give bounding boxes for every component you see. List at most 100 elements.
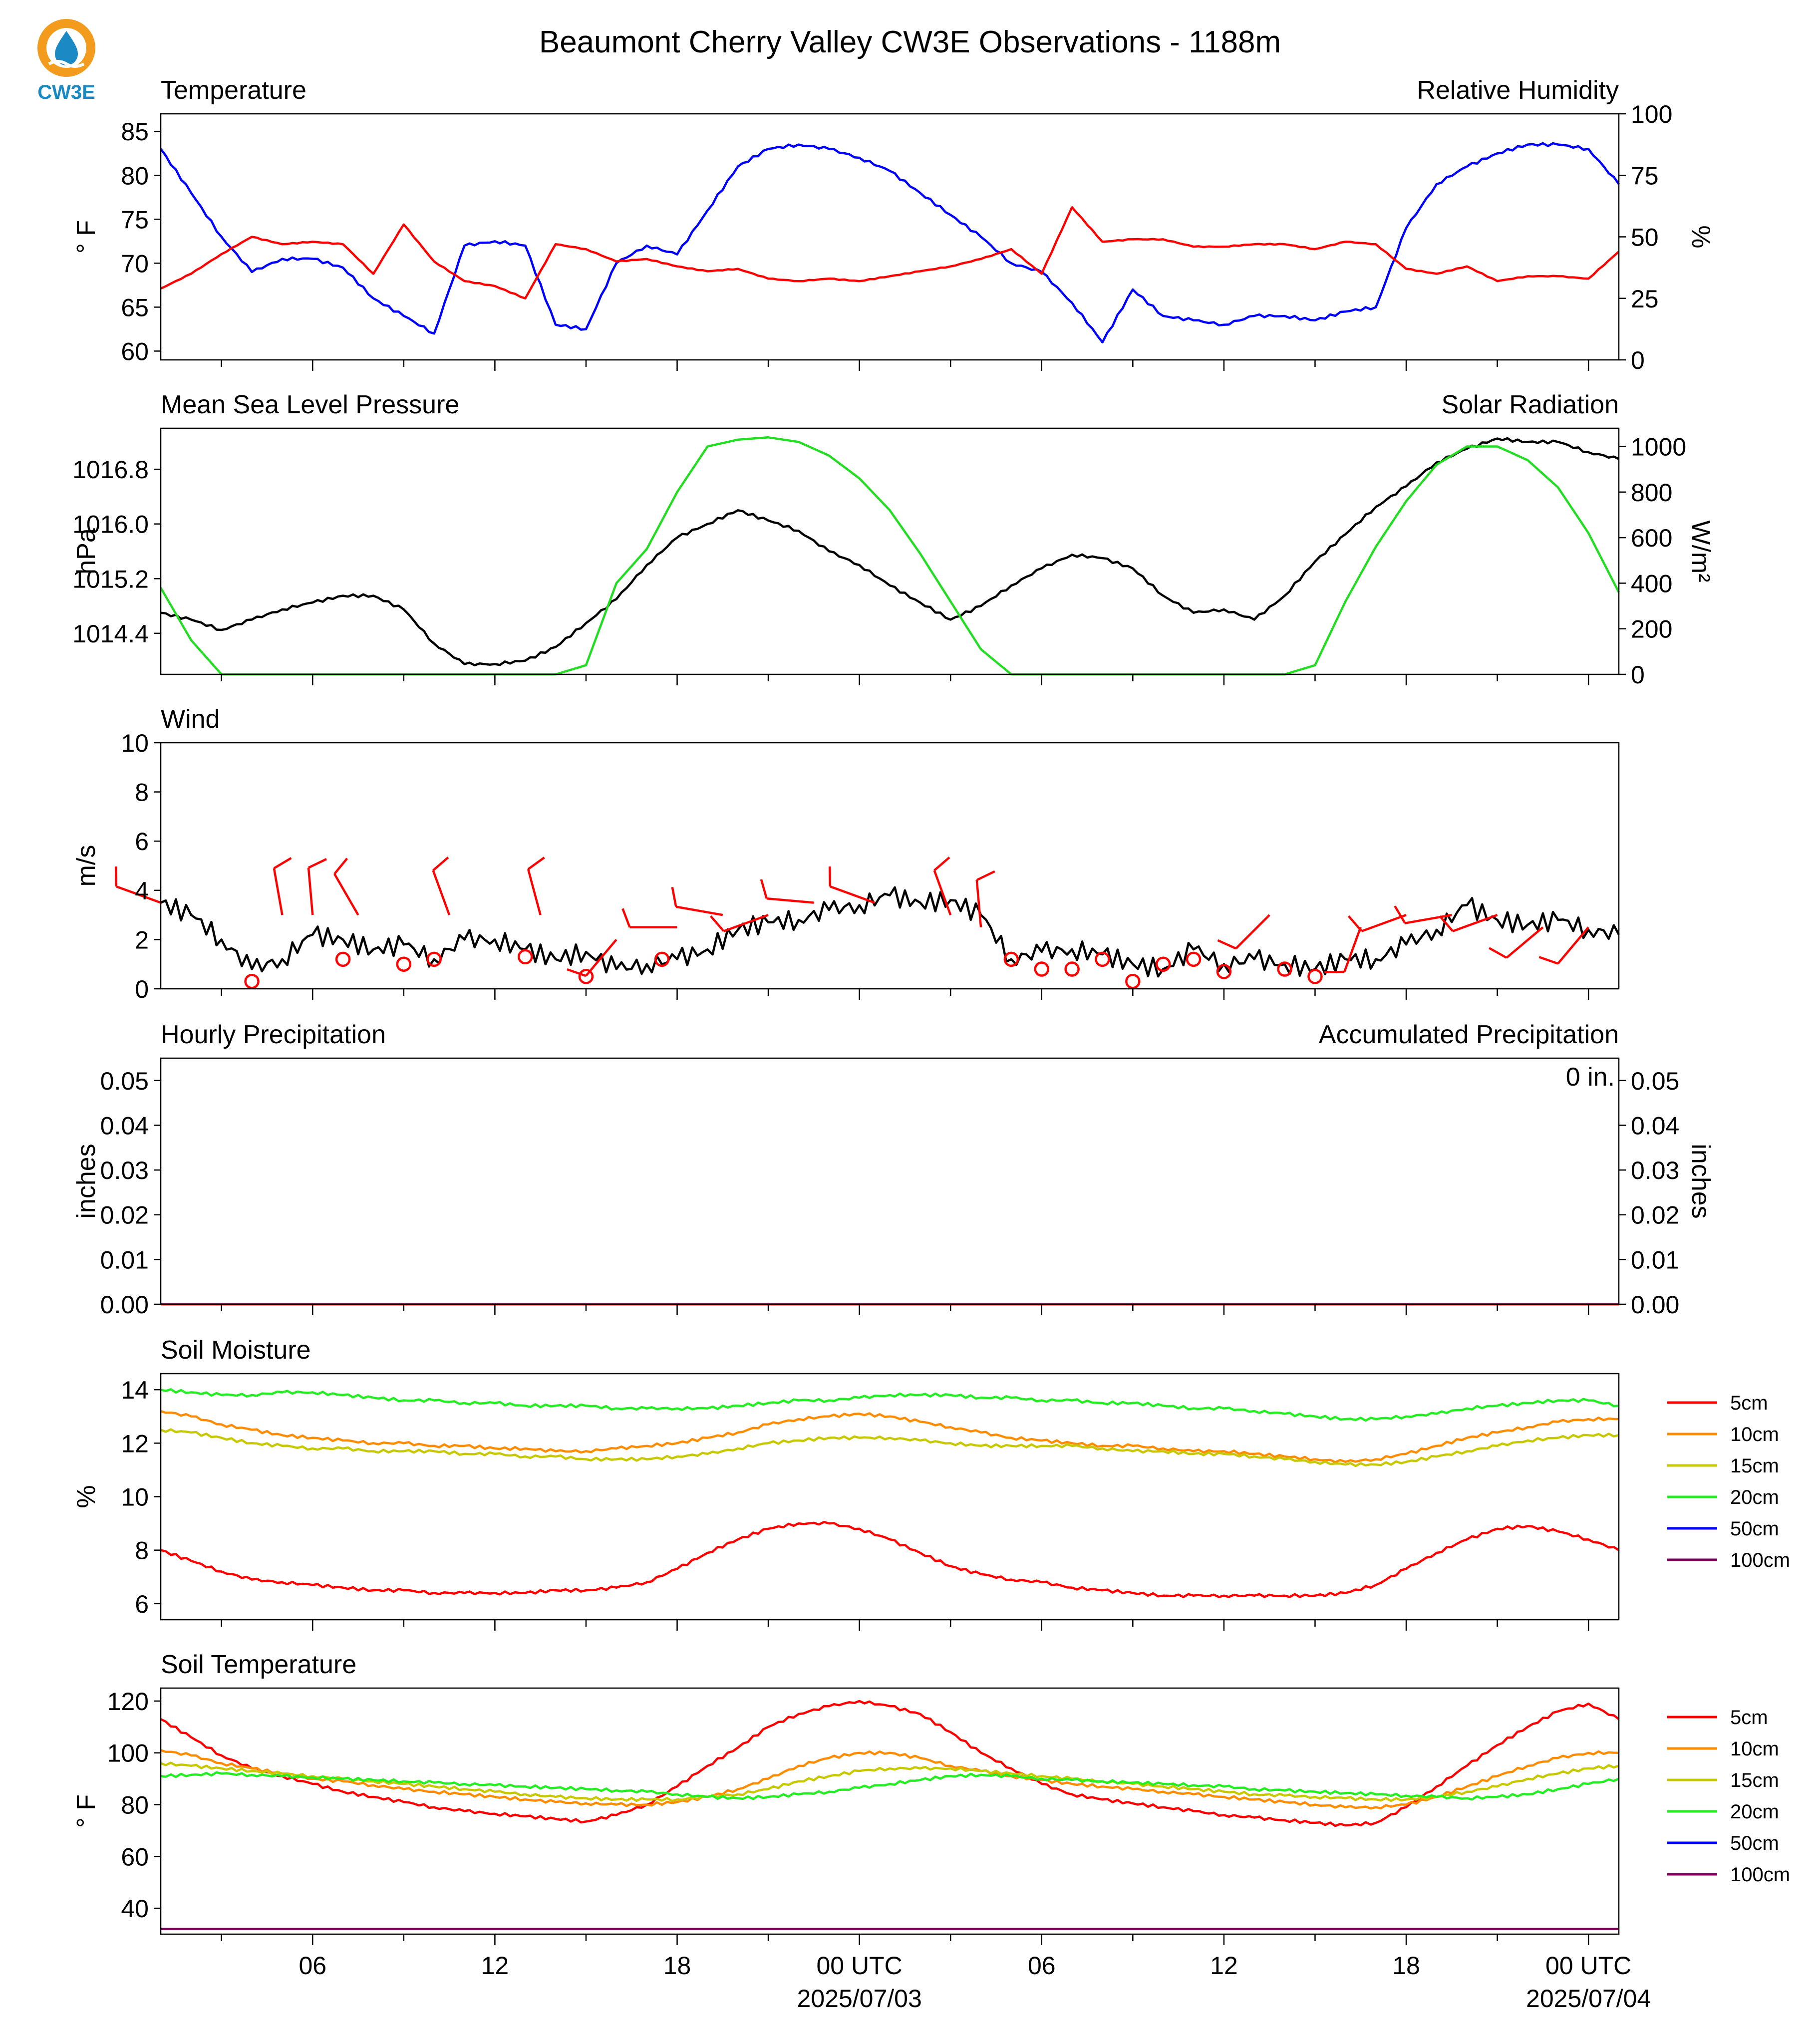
y-tick-label-right: 75: [1631, 162, 1659, 190]
logo-text: CW3E: [37, 81, 95, 103]
x-tick-label: 18: [663, 1952, 691, 1980]
y-tick-label-left: 10: [121, 1483, 149, 1511]
panel-title-left: Wind: [161, 705, 220, 734]
wind-barb-flag: [333, 858, 348, 875]
wind-barb-flag: [527, 857, 545, 870]
wind-barb: [766, 897, 814, 904]
wind-barb-flag: [621, 908, 631, 928]
legend-entry: 20cm: [1730, 1801, 1779, 1823]
y-tick-label-right: 800: [1631, 479, 1672, 507]
y-tick-label-left: 0.05: [100, 1067, 149, 1095]
y-tick-label-left: 8: [135, 779, 149, 807]
wind-barb-calm: [1277, 961, 1292, 977]
legend-entry: 10cm: [1730, 1424, 1779, 1446]
y-tick-label-left: 60: [121, 1843, 149, 1871]
y-tick-label-left: 120: [107, 1688, 149, 1716]
x-tick-label: 06: [1028, 1952, 1056, 1980]
y-tick-label-left: 1016.8: [72, 456, 149, 484]
y-axis-label-right: %: [1686, 225, 1715, 248]
wind-barb-calm: [1216, 964, 1232, 979]
plot-frame: [160, 427, 1620, 675]
wind-barb-flag: [760, 879, 768, 899]
wind-barb: [432, 870, 451, 915]
x-tick-date-label: 2025/07/04: [1526, 1985, 1651, 2013]
x-tick-label: 12: [1210, 1952, 1238, 1980]
y-tick-label-right: 400: [1631, 570, 1672, 597]
y-tick-label-left: 65: [121, 293, 149, 321]
wind-barb-flag: [273, 857, 292, 869]
plot-frame: [160, 1687, 1620, 1935]
series-line-15cm: [160, 1761, 1619, 1802]
panel-wind: Wind m/s 0 2 4 6 8 10: [72, 705, 1620, 1003]
y-tick-label-left: 0.02: [100, 1201, 149, 1229]
wind-barb: [1343, 926, 1362, 972]
wind-barb-flag: [933, 857, 950, 871]
x-tick-label: 00 UTC: [817, 1952, 903, 1980]
wind-barb-calm: [335, 951, 351, 967]
y-tick-label-right: 1000: [1631, 433, 1686, 461]
series-line-20cm: [160, 1771, 1619, 1801]
y-tick-label-left: 0: [135, 975, 149, 1003]
y-tick-label-right: 0.01: [1631, 1246, 1679, 1274]
y-tick-label-left: 0.01: [100, 1246, 149, 1274]
x-tick-date-label: 2025/07/03: [797, 1985, 922, 2013]
wind-barb-flag: [671, 886, 677, 907]
y-tick-label-left: 14: [121, 1376, 149, 1404]
series-line-right: [160, 436, 1620, 676]
panel-title-left: Soil Temperature: [161, 1650, 356, 1679]
wind-barb-flag: [1394, 905, 1406, 924]
wind-barb-calm: [654, 951, 670, 967]
y-tick-label-left: 1015.2: [72, 565, 149, 593]
wind-barb: [723, 913, 769, 932]
y-axis-label-left: inches: [72, 1144, 101, 1218]
y-tick-label-left: 80: [121, 1791, 149, 1819]
wind-barb-flag: [1217, 939, 1236, 950]
y-tick-label-right: 0.05: [1631, 1067, 1679, 1095]
y-tick-label-right: 0: [1631, 661, 1645, 689]
wind-barb-calm: [1003, 951, 1019, 967]
y-tick-label-right: 600: [1631, 524, 1672, 552]
legend-entry: 20cm: [1730, 1486, 1779, 1508]
wind-barb: [585, 938, 617, 977]
y-tick-label-left: 40: [121, 1895, 149, 1923]
series-line-5cm: [160, 1520, 1620, 1598]
wind-barb-flag: [308, 858, 327, 869]
panel-precip: Hourly Precipitation Accumulated Precipit…: [72, 1020, 1715, 1319]
wind-barb: [333, 873, 359, 916]
panel-temp_rh: Temperature Relative Humidity ° F % 60 65 70 75…: [72, 76, 1715, 374]
panel-title-left: Temperature: [161, 76, 306, 105]
y-tick-label-left: 8: [135, 1537, 149, 1565]
y-tick-label-left: 60: [121, 337, 149, 365]
legend-entry: 100cm: [1730, 1864, 1790, 1886]
wind-barb: [1405, 913, 1452, 924]
x-tick-label: 00 UTC: [1545, 1952, 1631, 1980]
y-tick-label-right: 200: [1631, 615, 1672, 643]
wind-barb: [1557, 926, 1589, 964]
wind-barb: [830, 885, 875, 904]
wind-barb-calm: [1034, 961, 1050, 977]
y-tick-label-left: 0.03: [100, 1157, 149, 1184]
series-line-right: [160, 206, 1620, 300]
panel-soil_moist: Soil Moisture% 6 8 10 12 14 5cm 10cm 15cm 20cm 50c…: [72, 1336, 1790, 1631]
wind-barb-flag: [1538, 956, 1558, 965]
panel-title-right: Solar Radiation: [1441, 390, 1619, 419]
accumulated-total-label: 0 in.: [1566, 1063, 1615, 1092]
y-axis-label-right: W/m²: [1686, 520, 1715, 582]
wind-barb-calm: [518, 949, 533, 965]
wind-barb: [1506, 926, 1544, 959]
x-tick-label: 18: [1392, 1952, 1420, 1980]
y-tick-label-left: 0.04: [100, 1112, 149, 1140]
y-tick-label-right: 0.03: [1631, 1157, 1679, 1184]
y-axis-label-left: hPa: [72, 528, 101, 575]
legend-entry: 5cm: [1730, 1392, 1768, 1414]
wind-barb-calm: [426, 951, 442, 967]
series-line-10cm: [160, 1749, 1619, 1810]
plot-frame: [160, 742, 1620, 990]
plot-frame: [160, 1057, 1620, 1305]
y-tick-label-right: 0.02: [1631, 1201, 1679, 1229]
series-line-left: [160, 886, 1620, 978]
y-tick-label-right: 50: [1631, 224, 1659, 252]
wind-barb: [675, 905, 723, 916]
y-tick-label-left: 10: [121, 729, 149, 757]
